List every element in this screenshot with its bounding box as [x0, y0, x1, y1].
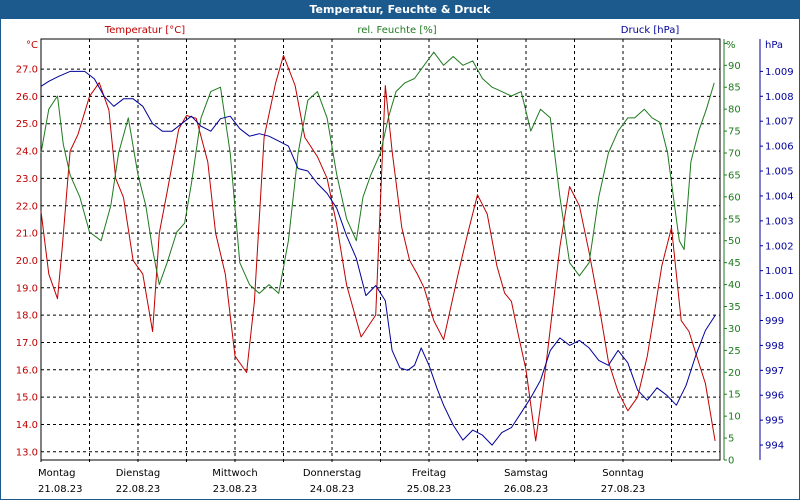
- humidity-tick-label: 15: [728, 390, 741, 401]
- temperature-tick-label: 24.0: [16, 147, 38, 158]
- x-day-label: Sonntag: [602, 468, 644, 479]
- humidity-tick-label: 35: [728, 302, 741, 313]
- temperature-tick-label: 17.0: [16, 338, 38, 349]
- pressure-tick-label: 1.008: [765, 92, 794, 103]
- pressure-tick-label: 999: [765, 316, 784, 327]
- temperature-tick-label: 23.0: [16, 174, 38, 185]
- humidity-series-line: [40, 51, 715, 294]
- pressure-series-line: [40, 70, 716, 446]
- pressure-tick-label: 1.004: [765, 191, 794, 202]
- pressure-tick-label: 996: [765, 391, 784, 402]
- pressure-tick-label: 1.002: [765, 241, 794, 252]
- temperature-tick-label: 15.0: [16, 393, 38, 404]
- x-date-label: 23.08.23: [213, 484, 258, 495]
- humidity-tick-label: 20: [728, 368, 741, 379]
- humidity-tick-label: 80: [728, 105, 741, 116]
- pressure-tick-label: 1.007: [765, 117, 794, 128]
- humidity-tick-label: 55: [728, 214, 741, 225]
- x-day-label: Mittwoch: [212, 468, 257, 479]
- x-date-label: 27.08.23: [601, 484, 646, 495]
- temperature-tick-label: 19.0: [16, 283, 38, 294]
- humidity-tick-label: 45: [728, 258, 741, 269]
- humidity-unit-label: %: [726, 40, 736, 51]
- humidity-tick-label: 60: [728, 192, 741, 203]
- temperature-tick-label: 21.0: [16, 229, 38, 240]
- pressure-tick-label: 997: [765, 366, 784, 377]
- x-date-label: 24.08.23: [310, 484, 355, 495]
- x-day-label: Freitag: [412, 468, 446, 479]
- humidity-tick-label: 30: [728, 324, 741, 335]
- temperature-unit-label: °C: [26, 40, 38, 51]
- temperature-series-line: [40, 54, 716, 442]
- humidity-tick-label: 0: [728, 456, 734, 467]
- pressure-tick-label: 994: [765, 441, 784, 452]
- temperature-axis-title: Temperatur [°C]: [104, 25, 185, 36]
- humidity-tick-label: 25: [728, 346, 741, 357]
- temperature-tick-label: 16.0: [16, 365, 38, 376]
- humidity-tick-label: 40: [728, 280, 741, 291]
- humidity-tick-label: 50: [728, 236, 741, 247]
- temperature-tick-label: 14.0: [16, 420, 38, 431]
- humidity-tick-label: 90: [728, 61, 741, 72]
- pressure-tick-label: 1.000: [765, 291, 794, 302]
- temperature-tick-label: 27.0: [16, 65, 38, 76]
- humidity-axis-title: rel. Feuchte [%]: [357, 25, 436, 36]
- pressure-tick-label: 1.003: [765, 216, 794, 227]
- pressure-unit-label: hPa: [765, 40, 783, 51]
- temperature-tick-label: 18.0: [16, 311, 38, 322]
- x-day-label: Samstag: [504, 468, 548, 479]
- humidity-tick-label: 85: [728, 83, 741, 94]
- temperature-tick-label: 22.0: [16, 201, 38, 212]
- temperature-tick-label: 20.0: [16, 256, 38, 267]
- x-date-label: 21.08.23: [38, 484, 83, 495]
- humidity-tick-label: 5: [728, 434, 734, 445]
- pressure-tick-label: 995: [765, 416, 784, 427]
- pressure-tick-label: 1.005: [765, 167, 794, 178]
- pressure-tick-label: 1.009: [765, 67, 794, 78]
- window-title: Temperatur, Feuchte & Druck: [0, 0, 800, 19]
- humidity-tick-label: 65: [728, 170, 741, 181]
- humidity-tick-label: 10: [728, 412, 741, 423]
- temperature-tick-label: 25.0: [16, 119, 38, 130]
- humidity-tick-label: 70: [728, 149, 741, 160]
- x-date-label: 25.08.23: [407, 484, 452, 495]
- x-day-label: Montag: [38, 468, 75, 479]
- temperature-tick-label: 13.0: [16, 447, 38, 458]
- pressure-tick-label: 998: [765, 341, 784, 352]
- pressure-tick-label: 1.006: [765, 142, 794, 153]
- x-date-label: 22.08.23: [116, 484, 161, 495]
- humidity-tick-label: 75: [728, 127, 741, 138]
- pressure-axis-title: Druck [hPa]: [621, 25, 680, 36]
- pressure-tick-label: 1.001: [765, 266, 794, 277]
- x-day-label: Donnerstag: [303, 468, 361, 479]
- x-date-label: 26.08.23: [504, 484, 549, 495]
- x-day-label: Dienstag: [116, 468, 161, 479]
- temperature-tick-label: 26.0: [16, 92, 38, 103]
